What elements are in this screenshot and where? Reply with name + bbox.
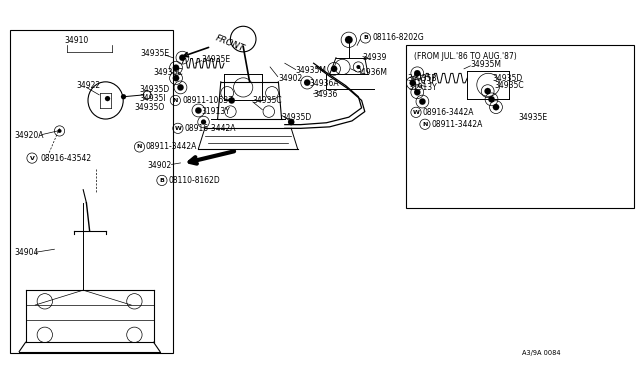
Text: 08911-3442A: 08911-3442A <box>146 142 197 151</box>
Text: 34935E: 34935E <box>518 113 548 122</box>
Text: 34935B: 34935B <box>408 74 437 83</box>
Ellipse shape <box>414 89 420 96</box>
Text: 34902: 34902 <box>278 74 303 83</box>
Ellipse shape <box>345 36 353 44</box>
Text: 34935E: 34935E <box>202 55 231 64</box>
Ellipse shape <box>414 70 420 77</box>
Text: 34935D: 34935D <box>493 74 523 83</box>
Text: 34920A: 34920A <box>14 131 44 140</box>
Text: 08110-8162D: 08110-8162D <box>169 176 221 185</box>
Text: 08116-8202G: 08116-8202G <box>372 33 424 42</box>
Text: 31913Y: 31913Y <box>408 83 437 92</box>
Ellipse shape <box>356 65 360 69</box>
Text: 34935M: 34935M <box>470 60 501 69</box>
Text: 34935E: 34935E <box>141 49 170 58</box>
Text: 34902: 34902 <box>147 161 172 170</box>
Text: B: B <box>159 178 164 183</box>
Text: (FROM JUL.'86 TO AUG.'87): (FROM JUL.'86 TO AUG.'87) <box>414 52 517 61</box>
Text: 08916-3442A: 08916-3442A <box>184 124 236 133</box>
Text: 34935C: 34935C <box>253 96 282 105</box>
Text: 34904: 34904 <box>14 248 38 257</box>
Text: 08916-3442A: 08916-3442A <box>422 108 474 117</box>
Text: N: N <box>422 122 428 127</box>
Text: N: N <box>137 144 142 150</box>
Ellipse shape <box>484 88 491 94</box>
Text: A3/9A 0084: A3/9A 0084 <box>522 350 560 356</box>
Ellipse shape <box>179 54 186 61</box>
Ellipse shape <box>488 96 495 103</box>
Text: 34936M: 34936M <box>356 68 387 77</box>
Ellipse shape <box>173 64 179 71</box>
Ellipse shape <box>493 104 499 110</box>
Bar <box>10 30 173 353</box>
Text: N: N <box>173 98 178 103</box>
Text: 34910: 34910 <box>64 36 88 45</box>
Text: FRONT: FRONT <box>214 34 246 54</box>
Text: 08911-3442A: 08911-3442A <box>431 120 483 129</box>
Ellipse shape <box>228 97 235 104</box>
Text: 34936: 34936 <box>314 90 338 99</box>
Ellipse shape <box>177 84 184 91</box>
Text: 31913Y: 31913Y <box>202 107 230 116</box>
Text: 34936A: 34936A <box>309 79 339 88</box>
Text: 34935C: 34935C <box>154 68 183 77</box>
Text: W: W <box>175 126 181 131</box>
Ellipse shape <box>201 119 206 125</box>
Ellipse shape <box>410 80 416 86</box>
Ellipse shape <box>121 94 126 99</box>
Ellipse shape <box>331 65 337 72</box>
Text: B: B <box>363 35 368 41</box>
Ellipse shape <box>105 96 110 101</box>
Text: V: V <box>29 155 35 161</box>
Text: W: W <box>413 110 419 115</box>
Text: 34935M: 34935M <box>296 66 326 75</box>
Ellipse shape <box>304 79 310 86</box>
Ellipse shape <box>195 107 202 114</box>
Text: 08916-43542: 08916-43542 <box>40 154 92 163</box>
Bar <box>406 45 634 208</box>
Text: 08911-10637: 08911-10637 <box>182 96 234 105</box>
Text: 34935I: 34935I <box>140 94 166 103</box>
Ellipse shape <box>58 129 61 133</box>
Text: 34939: 34939 <box>363 53 387 62</box>
Text: 34935D: 34935D <box>282 113 312 122</box>
Ellipse shape <box>288 119 294 125</box>
Text: 34935C: 34935C <box>495 81 524 90</box>
Ellipse shape <box>173 75 179 81</box>
Text: 34922: 34922 <box>77 81 101 90</box>
Text: 34935D: 34935D <box>140 85 170 94</box>
Text: 34935O: 34935O <box>134 103 164 112</box>
Ellipse shape <box>419 98 426 105</box>
